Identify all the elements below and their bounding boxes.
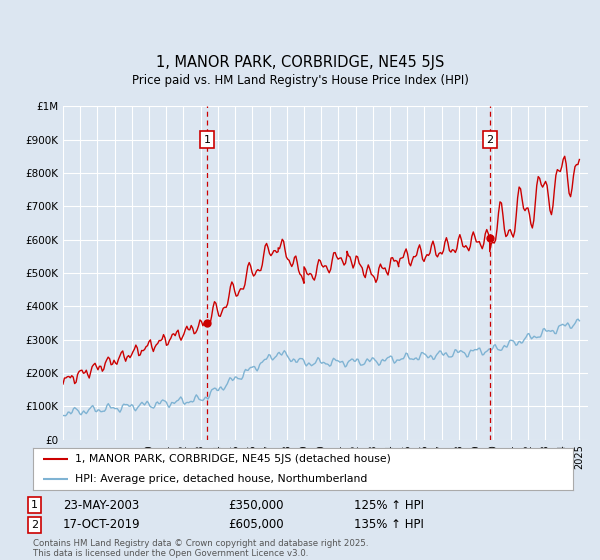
Text: 135% ↑ HPI: 135% ↑ HPI (354, 518, 424, 531)
Text: 1: 1 (204, 135, 211, 144)
Text: £605,000: £605,000 (228, 518, 284, 531)
Text: 2: 2 (31, 520, 38, 530)
Text: Contains HM Land Registry data © Crown copyright and database right 2025.
This d: Contains HM Land Registry data © Crown c… (33, 539, 368, 558)
Text: HPI: Average price, detached house, Northumberland: HPI: Average price, detached house, Nort… (75, 474, 367, 484)
Text: £350,000: £350,000 (228, 498, 284, 512)
Text: 1: 1 (31, 500, 38, 510)
Text: 17-OCT-2019: 17-OCT-2019 (63, 518, 140, 531)
Text: 23-MAY-2003: 23-MAY-2003 (63, 498, 139, 512)
Text: 1, MANOR PARK, CORBRIDGE, NE45 5JS: 1, MANOR PARK, CORBRIDGE, NE45 5JS (156, 55, 444, 70)
Text: 2: 2 (486, 135, 493, 144)
Text: 1, MANOR PARK, CORBRIDGE, NE45 5JS (detached house): 1, MANOR PARK, CORBRIDGE, NE45 5JS (deta… (75, 454, 391, 464)
Text: 125% ↑ HPI: 125% ↑ HPI (354, 498, 424, 512)
Text: Price paid vs. HM Land Registry's House Price Index (HPI): Price paid vs. HM Land Registry's House … (131, 74, 469, 87)
